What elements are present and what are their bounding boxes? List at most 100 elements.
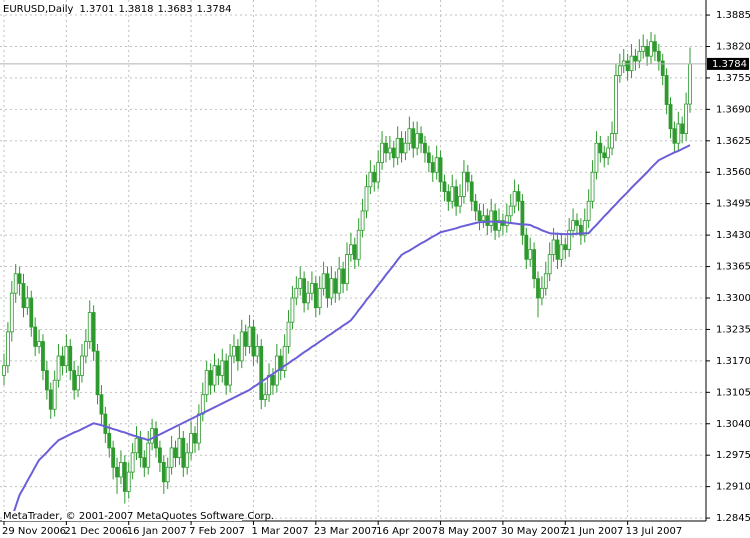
candle-body bbox=[259, 345, 264, 400]
candle-body bbox=[341, 268, 346, 284]
candle-body bbox=[325, 273, 330, 299]
candle-body bbox=[481, 215, 486, 222]
candle-body bbox=[649, 41, 653, 57]
candle-body bbox=[204, 370, 209, 396]
candle-body bbox=[637, 50, 642, 62]
candle-body bbox=[103, 413, 108, 434]
candle-body bbox=[477, 210, 482, 222]
candle-body bbox=[243, 331, 248, 347]
candle-body bbox=[352, 244, 357, 260]
candle-body bbox=[208, 370, 213, 386]
y-tick-label: 1.2910 bbox=[716, 482, 750, 493]
candle-body bbox=[438, 157, 443, 183]
y-tick-label: 1.3755 bbox=[716, 73, 750, 84]
candle-body bbox=[72, 370, 77, 391]
candle-body bbox=[536, 278, 540, 299]
candle-body bbox=[356, 229, 361, 260]
candle-body bbox=[664, 75, 669, 105]
candle-body bbox=[676, 123, 681, 144]
last-price-label: 1.3784 bbox=[712, 59, 747, 70]
y-tick-label: 1.3170 bbox=[716, 356, 750, 367]
candle-body bbox=[469, 181, 474, 202]
candle-body bbox=[364, 186, 369, 212]
candle-body bbox=[134, 437, 139, 454]
candle-body bbox=[212, 365, 217, 386]
footer-bg bbox=[2, 511, 242, 521]
candle-body bbox=[372, 171, 377, 183]
candle-body bbox=[122, 462, 127, 492]
candle-body bbox=[684, 103, 689, 134]
x-tick-label: 7 Feb 2007 bbox=[189, 526, 245, 537]
candle-body bbox=[317, 287, 322, 309]
candle-body bbox=[107, 433, 112, 449]
y-tick-label: 1.3495 bbox=[716, 199, 750, 210]
candle-body bbox=[220, 360, 225, 376]
candle-body bbox=[403, 142, 408, 154]
candle-body bbox=[528, 249, 533, 260]
candle-body bbox=[504, 215, 509, 226]
candle-body bbox=[559, 244, 564, 260]
candle-body bbox=[52, 379, 57, 410]
last-price-box bbox=[707, 57, 749, 70]
grid bbox=[0, 0, 706, 520]
candle-body bbox=[271, 374, 275, 386]
x-tick-label: 16 Apr 2007 bbox=[376, 526, 438, 537]
candle-body bbox=[41, 341, 45, 371]
candle-body bbox=[9, 292, 14, 333]
x-tick-label: 30 May 2007 bbox=[501, 526, 566, 537]
y-tick-label: 1.3625 bbox=[716, 136, 750, 147]
candle-body bbox=[5, 331, 10, 367]
candle-body bbox=[508, 205, 513, 217]
candle-body bbox=[688, 63, 692, 105]
y-tick-label: 1.3105 bbox=[716, 387, 750, 398]
candle-body bbox=[473, 200, 478, 212]
y-tick-label: 1.3430 bbox=[716, 230, 750, 241]
candle-body bbox=[532, 249, 536, 280]
candle-body bbox=[115, 466, 119, 478]
candle-body bbox=[321, 273, 326, 289]
candle-body bbox=[196, 413, 201, 444]
candle-body bbox=[154, 428, 158, 449]
moving-average bbox=[10, 144, 691, 519]
candle-body bbox=[360, 210, 365, 231]
candle-body bbox=[590, 171, 595, 202]
candle-body bbox=[2, 365, 6, 376]
candle-body bbox=[598, 142, 603, 154]
y-tick-label: 1.3885 bbox=[716, 10, 750, 21]
x-tick-label: 1 Mar 2007 bbox=[251, 526, 308, 537]
header-value: 1.3818 bbox=[118, 4, 153, 15]
candle-body bbox=[68, 345, 73, 371]
candle-body bbox=[641, 46, 646, 52]
candle-body bbox=[419, 133, 423, 144]
candle-body bbox=[462, 171, 466, 197]
candle-body bbox=[37, 341, 41, 347]
candle-body bbox=[395, 137, 400, 159]
candle-body bbox=[516, 191, 521, 202]
candle-body bbox=[177, 437, 182, 459]
candle-body bbox=[286, 321, 291, 347]
candle-body bbox=[543, 273, 548, 289]
candle-body bbox=[91, 312, 96, 352]
plot bbox=[0, 31, 706, 519]
candle-body bbox=[306, 292, 310, 304]
candle-body bbox=[578, 225, 583, 236]
candle-body bbox=[239, 331, 244, 362]
candle-body bbox=[48, 389, 53, 410]
candle-body bbox=[524, 234, 529, 260]
candle-body bbox=[329, 278, 334, 299]
candle-body bbox=[680, 123, 685, 134]
candle-body bbox=[610, 133, 614, 149]
candle-body bbox=[185, 452, 190, 468]
candle-body bbox=[430, 162, 435, 173]
candle-body bbox=[539, 287, 544, 299]
y-tick-label: 1.3300 bbox=[716, 293, 750, 304]
candle-body bbox=[594, 142, 599, 173]
candle-body bbox=[80, 355, 84, 376]
candle-body bbox=[56, 355, 61, 381]
candle-body bbox=[512, 191, 517, 207]
candle-body bbox=[465, 171, 470, 183]
candle-body bbox=[368, 171, 373, 188]
header-value: 1.3784 bbox=[196, 4, 231, 15]
candle-body bbox=[189, 433, 193, 454]
candle-body bbox=[497, 220, 501, 231]
